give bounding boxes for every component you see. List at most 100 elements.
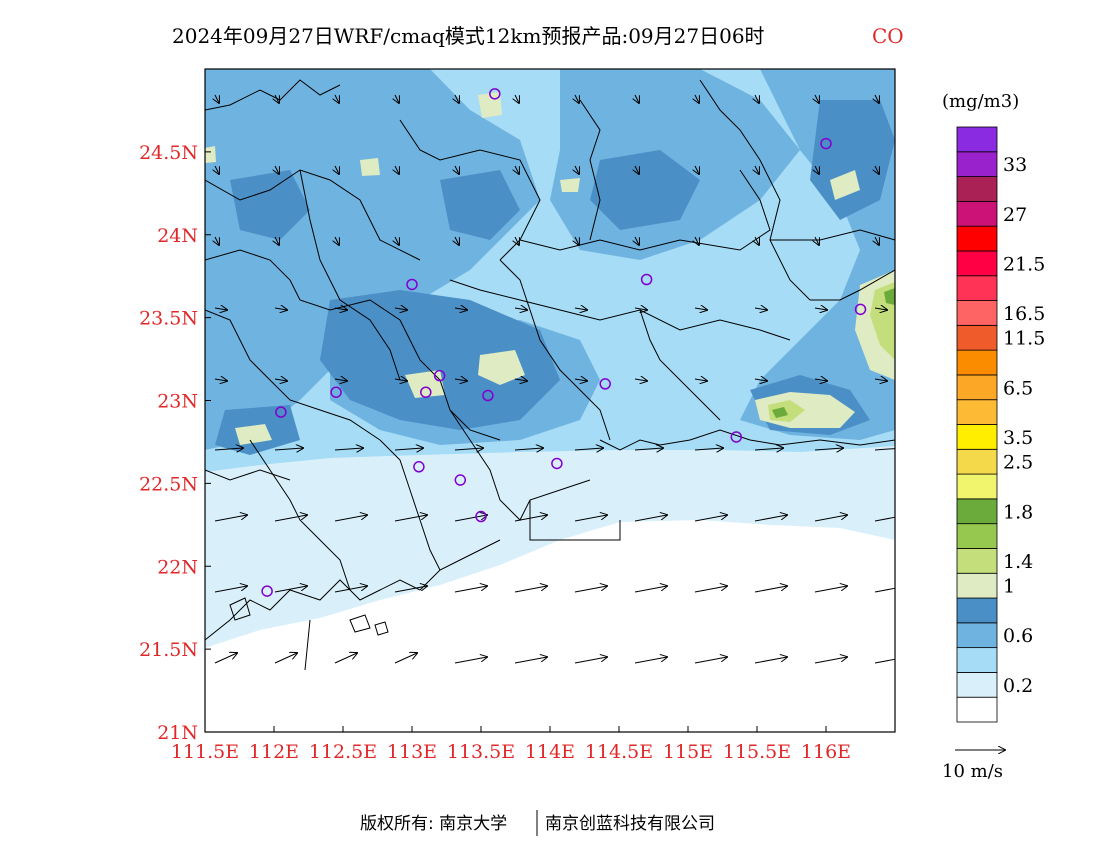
wind-arrow <box>755 165 759 174</box>
station-marker <box>275 406 287 418</box>
y-tick-label: 22N <box>157 556 198 578</box>
wind-reference-label: 10 m/s <box>942 761 1003 782</box>
wind-arrow <box>455 165 459 174</box>
wind-arrow <box>214 308 227 310</box>
y-tick-label: 21.5N <box>139 639 198 661</box>
wind-arrow <box>454 448 483 450</box>
legend-label: 1.8 <box>1003 501 1033 523</box>
legend-label: 16.5 <box>1003 303 1045 325</box>
wind-arrow <box>635 165 639 174</box>
wind-arrow <box>754 515 787 522</box>
wind-arrow <box>574 448 603 450</box>
legend-label: 0.2 <box>1003 675 1033 697</box>
y-tick-label: 24N <box>157 225 198 247</box>
company-name: 南京创蓝科技有限公司 <box>545 814 715 834</box>
x-tick-label: 114E <box>525 741 575 763</box>
y-tick-label: 24.5N <box>139 142 198 164</box>
legend-label: 1.4 <box>1003 551 1033 573</box>
wind-arrow <box>754 448 783 450</box>
x-tick-label: 111.5E <box>171 741 239 763</box>
wind-arrow <box>214 586 247 593</box>
wind-arrow <box>754 657 787 664</box>
y-tick-label: 22.5N <box>139 473 198 495</box>
legend-label: 1 <box>1003 576 1015 598</box>
wind-arrow <box>515 236 519 245</box>
wind-arrow <box>634 657 667 664</box>
contour-level-0-2 <box>205 446 895 648</box>
station-marker <box>433 369 446 382</box>
wind-arrow <box>215 165 219 174</box>
wind-arrow <box>335 236 339 245</box>
wind-arrow <box>814 657 847 664</box>
pollutant-species-label: CO <box>872 24 904 48</box>
wind-arrow <box>515 165 519 174</box>
wind-arrow <box>634 448 663 450</box>
y-axis: 21N 21.5N 22N 22.5N 23N 23.5N 24N 24.5N <box>139 142 211 744</box>
station-marker <box>489 88 501 100</box>
wind-arrow <box>214 653 237 664</box>
station-marker <box>330 386 342 398</box>
wind-arrow <box>874 448 895 451</box>
wind-arrow <box>694 515 727 522</box>
legend-swatch <box>956 225 998 252</box>
wind-arrow <box>334 308 347 310</box>
wind-arrow <box>754 379 767 381</box>
wind-arrow <box>334 586 367 593</box>
wind-arrow <box>454 379 467 381</box>
wind-arrow <box>334 515 367 522</box>
wind-arrow <box>695 94 699 103</box>
station-marker <box>820 137 832 150</box>
wind-arrow <box>575 94 579 103</box>
wind-arrow <box>514 515 547 522</box>
copyright-text: 版权所有: 南京大学 <box>360 814 507 834</box>
wind-arrow <box>874 587 895 593</box>
y-tick-label: 23.5N <box>139 308 198 330</box>
wind-arrow <box>275 165 279 174</box>
wind-arrow <box>635 94 639 103</box>
wind-arrow <box>815 94 819 103</box>
wind-arrow <box>815 165 819 174</box>
wind-arrow <box>394 653 417 664</box>
wind-arrow <box>514 586 547 593</box>
wind-arrow <box>815 236 819 245</box>
wind-arrow <box>394 379 407 381</box>
wind-arrow <box>214 448 243 450</box>
legend-swatch <box>956 399 998 425</box>
wind-arrow <box>814 515 847 522</box>
station-marker <box>482 389 494 402</box>
wind-arrow <box>634 379 647 381</box>
wind-arrow <box>514 657 547 664</box>
legend-swatch <box>956 176 998 202</box>
wind-arrow <box>334 653 357 664</box>
wind-arrow <box>454 308 467 310</box>
station-marker <box>454 474 467 486</box>
wind-arrow <box>274 379 287 381</box>
wind-arrow <box>215 94 219 103</box>
wind-arrow <box>634 308 647 310</box>
wind-arrow <box>694 448 723 450</box>
wind-arrow <box>814 448 843 450</box>
station-marker <box>406 278 418 291</box>
legend-swatch <box>956 300 998 326</box>
station-marker <box>854 303 867 316</box>
wind-arrow <box>574 586 607 593</box>
wind-arrow <box>874 379 887 381</box>
station-marker <box>551 457 563 470</box>
wind-arrow <box>755 236 759 245</box>
monitoring-stations <box>261 88 867 597</box>
wind-arrow <box>275 94 279 103</box>
legend-swatch <box>956 523 998 549</box>
wind-arrow <box>635 236 639 245</box>
wind-arrow <box>755 94 759 103</box>
legend-swatch <box>956 374 998 401</box>
legend-label: 2.5 <box>1003 452 1033 474</box>
wind-arrow <box>814 379 827 381</box>
wind-arrow <box>634 515 667 522</box>
wind-arrow <box>394 586 427 593</box>
wind-arrow <box>874 308 887 310</box>
legend-label: 6.5 <box>1003 377 1033 399</box>
wind-arrow <box>214 515 247 522</box>
wind-arrow <box>515 94 519 103</box>
wind-arrow <box>454 515 487 522</box>
